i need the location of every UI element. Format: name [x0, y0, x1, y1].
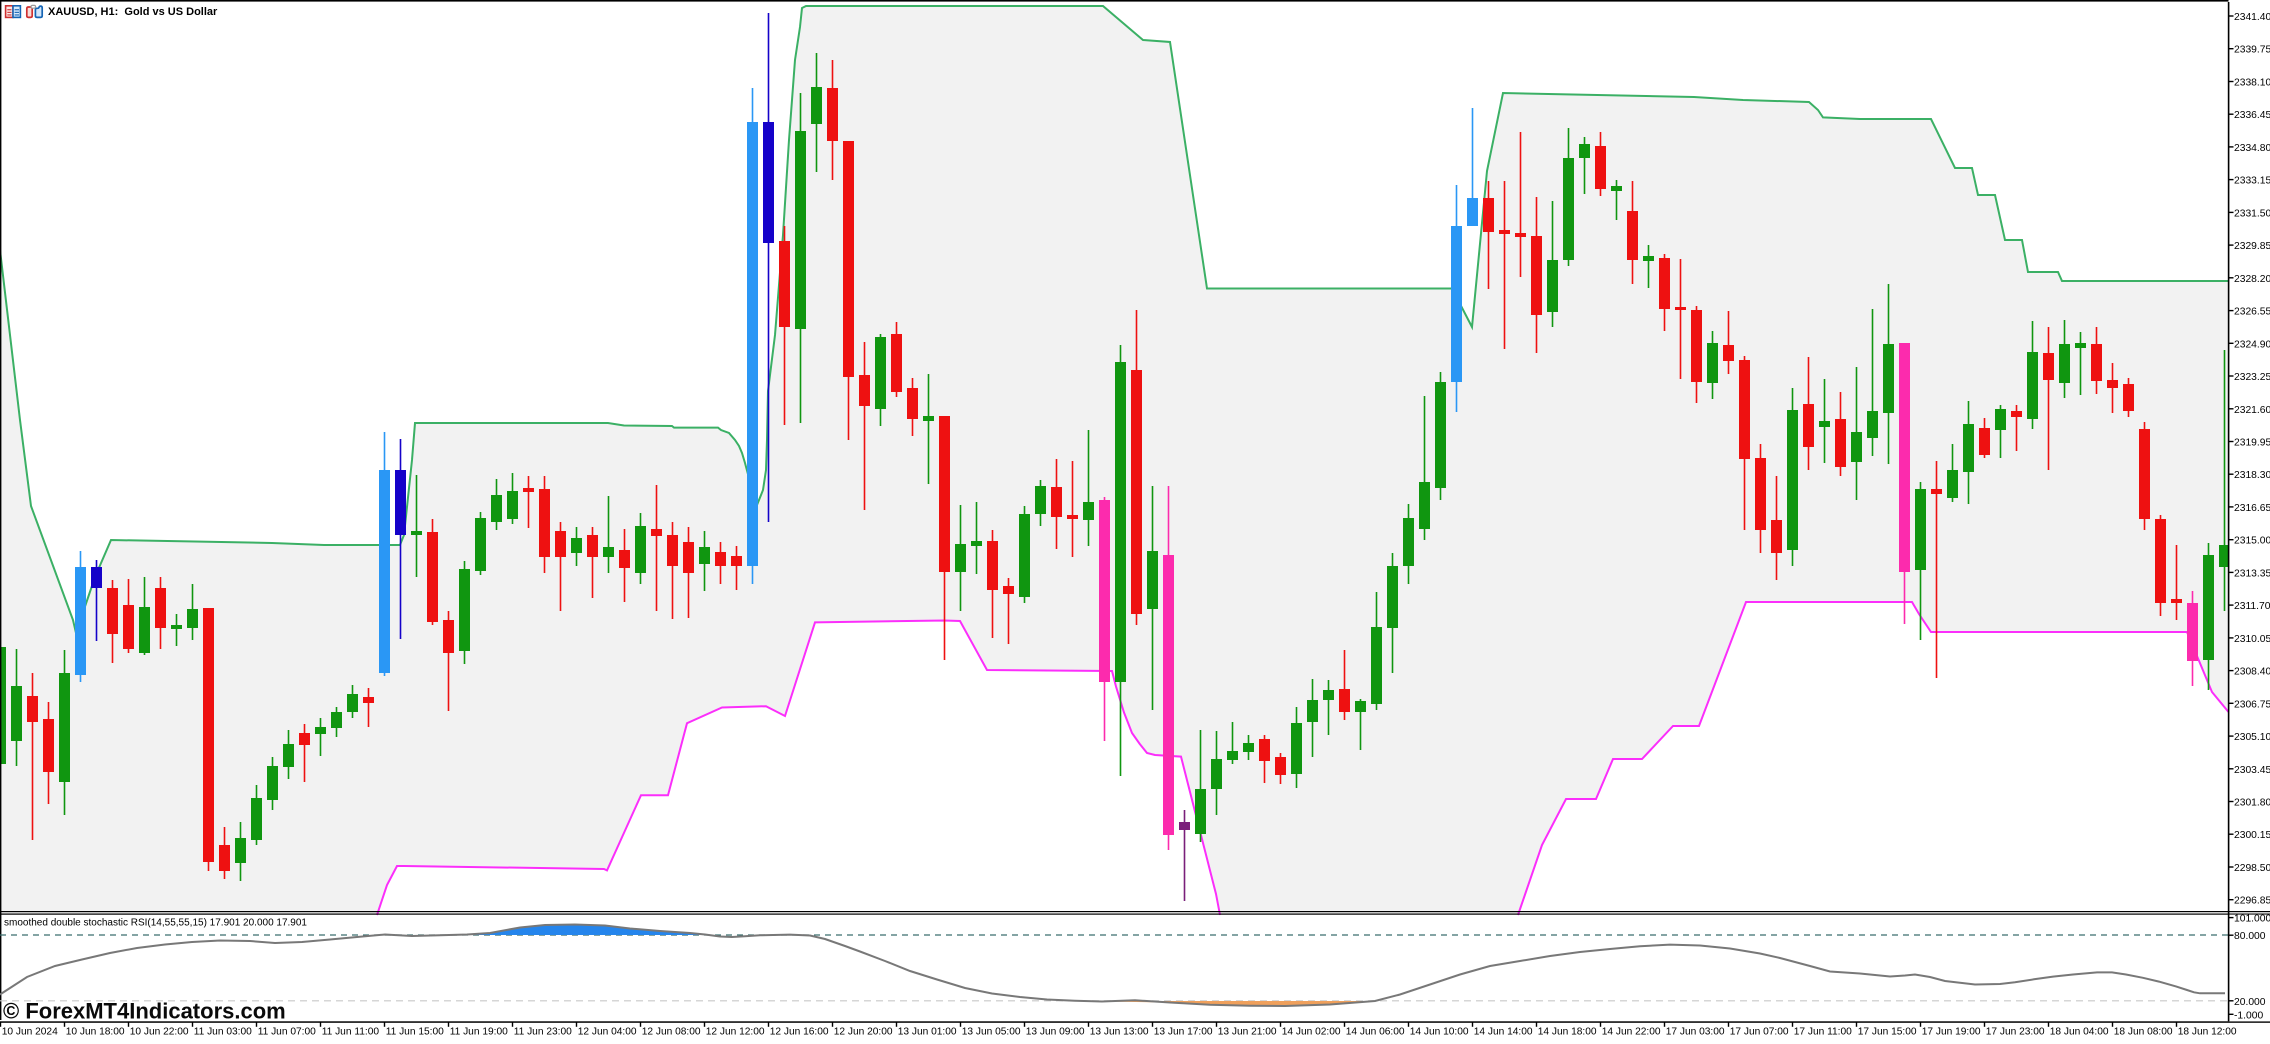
svg-text:20.000: 20.000 — [2234, 997, 2266, 1008]
svg-text:2313.35: 2313.35 — [2234, 568, 2270, 579]
svg-text:10 Jun 22:00: 10 Jun 22:00 — [130, 1027, 189, 1038]
svg-text:12 Jun 04:00: 12 Jun 04:00 — [578, 1027, 637, 1038]
svg-text:14 Jun 18:00: 14 Jun 18:00 — [1538, 1027, 1597, 1038]
svg-text:14 Jun 06:00: 14 Jun 06:00 — [1346, 1027, 1405, 1038]
svg-text:2341.40: 2341.40 — [2234, 12, 2270, 23]
svg-text:13 Jun 09:00: 13 Jun 09:00 — [1026, 1027, 1085, 1038]
svg-text:17 Jun 23:00: 17 Jun 23:00 — [1986, 1027, 2045, 1038]
svg-text:14 Jun 14:00: 14 Jun 14:00 — [1474, 1027, 1533, 1038]
svg-text:10 Jun 18:00: 10 Jun 18:00 — [66, 1027, 125, 1038]
svg-text:2329.85: 2329.85 — [2234, 241, 2270, 252]
svg-text:2334.80: 2334.80 — [2234, 143, 2270, 154]
svg-text:2311.70: 2311.70 — [2234, 601, 2270, 612]
svg-text:13 Jun 01:00: 13 Jun 01:00 — [898, 1027, 957, 1038]
svg-text:14 Jun 22:00: 14 Jun 22:00 — [1602, 1027, 1661, 1038]
svg-text:2308.40: 2308.40 — [2234, 667, 2270, 678]
svg-text:11 Jun 15:00: 11 Jun 15:00 — [386, 1027, 444, 1038]
svg-text:2339.75: 2339.75 — [2234, 45, 2270, 56]
svg-text:14 Jun 10:00: 14 Jun 10:00 — [1410, 1027, 1469, 1038]
svg-text:2328.20: 2328.20 — [2234, 274, 2270, 285]
svg-text:13 Jun 13:00: 13 Jun 13:00 — [1090, 1027, 1149, 1038]
svg-text:2331.50: 2331.50 — [2234, 208, 2270, 219]
svg-text:11 Jun 03:00: 11 Jun 03:00 — [194, 1027, 252, 1038]
svg-text:2300.15: 2300.15 — [2234, 830, 2270, 841]
svg-text:12 Jun 20:00: 12 Jun 20:00 — [834, 1027, 893, 1038]
svg-text:101.000: 101.000 — [2234, 914, 2270, 925]
svg-text:2336.45: 2336.45 — [2234, 110, 2270, 121]
svg-text:17 Jun 03:00: 17 Jun 03:00 — [1666, 1027, 1725, 1038]
svg-text:11 Jun 23:00: 11 Jun 23:00 — [514, 1027, 572, 1038]
svg-text:2316.65: 2316.65 — [2234, 503, 2270, 514]
svg-text:2323.25: 2323.25 — [2234, 372, 2270, 383]
svg-text:11 Jun 19:00: 11 Jun 19:00 — [450, 1027, 508, 1038]
svg-text:2319.95: 2319.95 — [2234, 438, 2270, 449]
svg-text:2303.45: 2303.45 — [2234, 765, 2270, 776]
svg-text:18 Jun 04:00: 18 Jun 04:00 — [2050, 1027, 2109, 1038]
svg-text:12 Jun 12:00: 12 Jun 12:00 — [706, 1027, 765, 1038]
svg-text:smoothed double stochastic RSI: smoothed double stochastic RSI(14,55,55,… — [4, 918, 307, 929]
svg-text:2338.10: 2338.10 — [2234, 78, 2270, 89]
svg-text:2301.80: 2301.80 — [2234, 798, 2270, 809]
svg-text:13 Jun 05:00: 13 Jun 05:00 — [962, 1027, 1021, 1038]
svg-text:17 Jun 19:00: 17 Jun 19:00 — [1922, 1027, 1981, 1038]
svg-text:13 Jun 17:00: 13 Jun 17:00 — [1154, 1027, 1213, 1038]
svg-text:2321.60: 2321.60 — [2234, 405, 2270, 416]
svg-text:12 Jun 08:00: 12 Jun 08:00 — [642, 1027, 701, 1038]
svg-text:2310.05: 2310.05 — [2234, 634, 2270, 645]
svg-text:17 Jun 15:00: 17 Jun 15:00 — [1858, 1027, 1917, 1038]
svg-text:12 Jun 16:00: 12 Jun 16:00 — [770, 1027, 829, 1038]
svg-text:2296.85: 2296.85 — [2234, 896, 2270, 907]
svg-text:2333.15: 2333.15 — [2234, 176, 2270, 187]
svg-text:2298.50: 2298.50 — [2234, 863, 2270, 874]
svg-text:2305.10: 2305.10 — [2234, 732, 2270, 743]
svg-text:2315.00: 2315.00 — [2234, 536, 2270, 547]
svg-text:18 Jun 08:00: 18 Jun 08:00 — [2114, 1027, 2173, 1038]
svg-text:2318.30: 2318.30 — [2234, 470, 2270, 481]
svg-text:17 Jun 07:00: 17 Jun 07:00 — [1730, 1027, 1789, 1038]
svg-text:XAUUSD, H1: Gold vs US Dollar: XAUUSD, H1: Gold vs US Dollar — [48, 6, 218, 18]
svg-text:11 Jun 11:00: 11 Jun 11:00 — [322, 1027, 380, 1038]
svg-text:2306.75: 2306.75 — [2234, 699, 2270, 710]
svg-text:10 Jun 2024: 10 Jun 2024 — [2, 1027, 58, 1038]
svg-text:13 Jun 21:00: 13 Jun 21:00 — [1218, 1027, 1277, 1038]
svg-text:2324.90: 2324.90 — [2234, 339, 2270, 350]
svg-text:© ForexMT4Indicators.com: © ForexMT4Indicators.com — [3, 999, 286, 1024]
svg-text:2326.55: 2326.55 — [2234, 307, 2270, 318]
svg-text:80.000: 80.000 — [2234, 931, 2266, 942]
svg-text:17 Jun 11:00: 17 Jun 11:00 — [1794, 1027, 1852, 1038]
svg-text:11 Jun 07:00: 11 Jun 07:00 — [258, 1027, 316, 1038]
svg-text:18 Jun 12:00: 18 Jun 12:00 — [2178, 1027, 2237, 1038]
svg-text:14 Jun 02:00: 14 Jun 02:00 — [1282, 1027, 1341, 1038]
svg-text:-1.000: -1.000 — [2234, 1010, 2263, 1021]
